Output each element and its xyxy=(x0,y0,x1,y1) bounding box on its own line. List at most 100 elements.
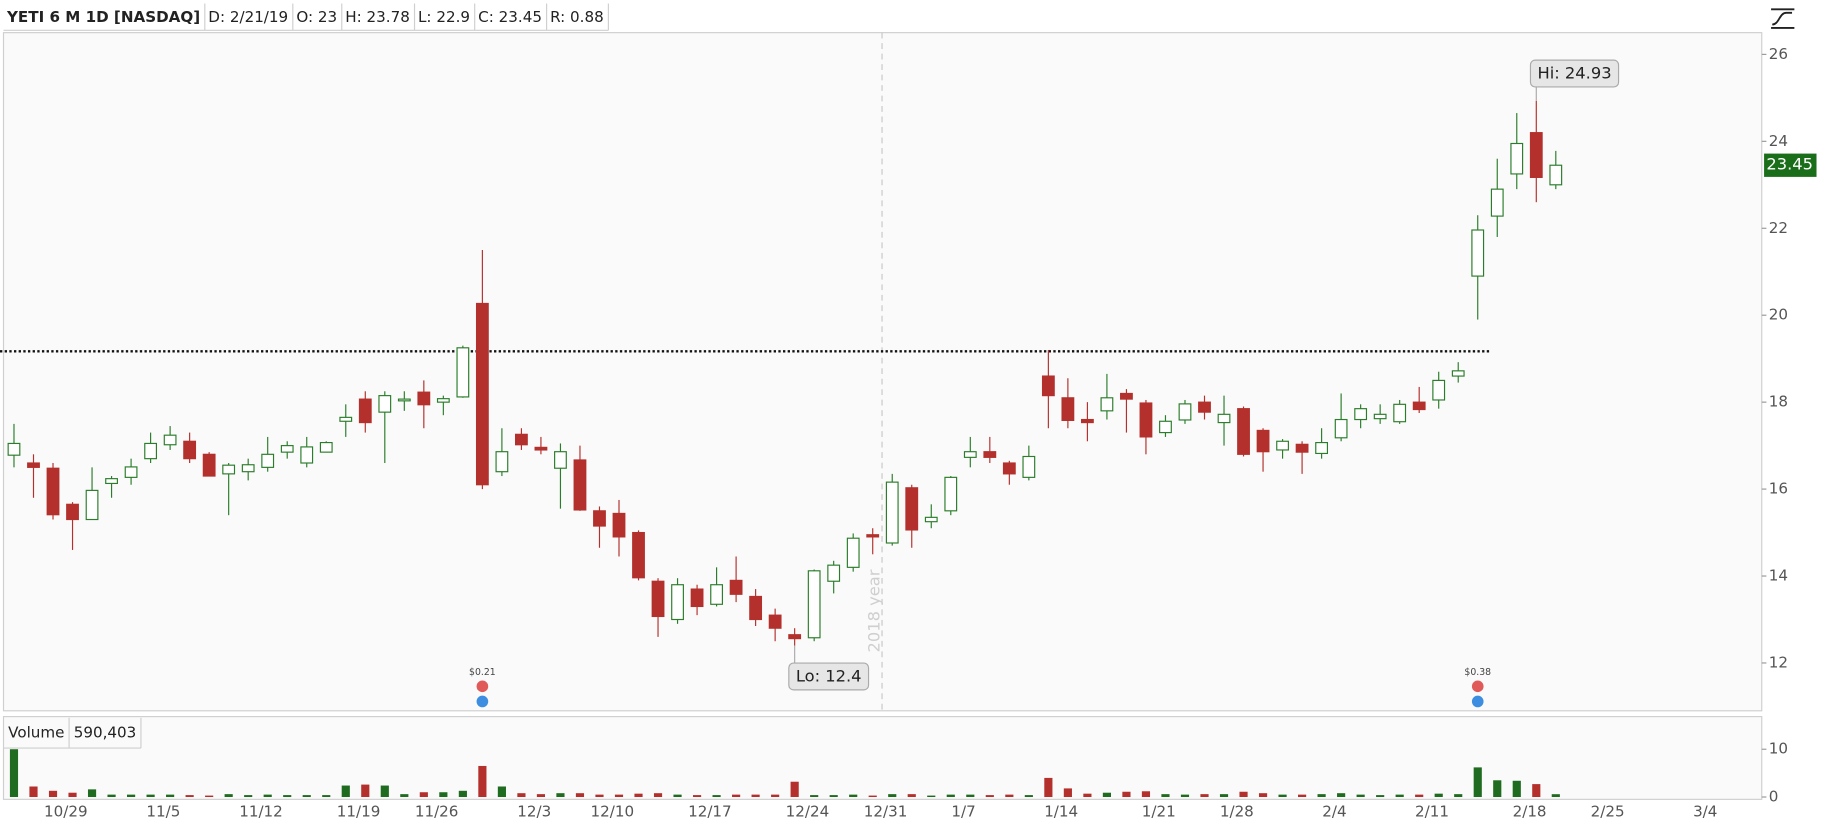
volume-bar xyxy=(1356,794,1365,798)
volume-bar xyxy=(1415,794,1424,798)
volume-bar xyxy=(575,793,585,798)
volume-bar xyxy=(1473,767,1482,798)
candle-body xyxy=(1080,418,1094,424)
volume-bar xyxy=(692,795,702,798)
candle-body xyxy=(632,531,645,579)
volume-bar xyxy=(1551,794,1560,798)
y-tick-label: 12 xyxy=(1769,653,1788,671)
x-tick-label: 11/26 xyxy=(415,803,459,821)
header-field: O: 23 xyxy=(296,8,337,26)
candle-body xyxy=(105,478,118,485)
candle-body xyxy=(85,489,99,521)
candle-body xyxy=(46,467,60,516)
volume-bar xyxy=(419,792,428,798)
y-tick-label: 18 xyxy=(1769,393,1788,411)
volume-bar xyxy=(751,794,760,798)
volume-bar xyxy=(302,795,311,798)
candle-body xyxy=(1510,142,1524,175)
candle-body xyxy=(768,614,782,629)
event-label: $0.21 xyxy=(469,667,496,678)
y-tick-label: 16 xyxy=(1769,480,1788,498)
candle-body xyxy=(905,487,919,531)
volume-bar xyxy=(107,794,116,798)
header-field: D: 2/21/19 xyxy=(208,8,288,26)
x-tick-label: 12/10 xyxy=(591,803,635,821)
volume-bar xyxy=(1024,795,1033,798)
candle-body xyxy=(1295,443,1309,453)
volume-bar xyxy=(263,794,272,798)
x-tick-label: 11/19 xyxy=(337,803,381,821)
volume-title: Volume xyxy=(8,723,64,741)
candle-body xyxy=(300,446,314,464)
candle-body xyxy=(944,476,958,512)
volume-bar xyxy=(146,794,155,798)
volume-panel xyxy=(2,716,1763,800)
candle-body xyxy=(1529,132,1543,178)
candle-body xyxy=(475,302,489,486)
volume-bar xyxy=(1454,794,1463,798)
candle-body xyxy=(924,516,938,523)
volume-bar xyxy=(1063,788,1072,798)
candle-body xyxy=(807,570,821,639)
y-tick-label: 24 xyxy=(1769,132,1788,150)
year-label: 2018 year xyxy=(865,569,884,652)
x-tick-label: 12/31 xyxy=(864,803,908,821)
volume-bar xyxy=(341,785,350,798)
volume-bar xyxy=(790,781,799,798)
candle-body xyxy=(885,481,899,544)
x-tick-label: 12/24 xyxy=(786,803,830,821)
indicator-icon[interactable] xyxy=(1767,3,1798,32)
volume-bar xyxy=(1395,794,1404,798)
candle-body xyxy=(963,451,977,458)
candle-body xyxy=(1061,397,1075,421)
candle-body xyxy=(339,416,353,422)
volume-bar xyxy=(1239,791,1248,798)
icon-bg[interactable] xyxy=(1767,3,1798,32)
volume-readout: 590,403 xyxy=(74,723,137,741)
candle-body xyxy=(358,398,372,424)
volume-bar xyxy=(927,795,936,798)
volume-bar xyxy=(653,793,663,798)
header-field: H: 23.78 xyxy=(345,8,410,26)
volume-bar xyxy=(29,786,38,798)
candle-body xyxy=(1334,418,1348,439)
volume-bar xyxy=(712,795,721,798)
candle-body xyxy=(1041,375,1055,397)
last-price: 23.45 xyxy=(1766,155,1813,174)
candle-body xyxy=(261,453,275,468)
volume-bar xyxy=(966,794,975,798)
candle-body xyxy=(27,462,40,468)
volume-bar xyxy=(400,794,409,798)
candle-body xyxy=(417,391,431,406)
candle-body xyxy=(1471,229,1485,277)
volume-bar xyxy=(1434,793,1443,798)
candle-body xyxy=(651,580,665,618)
info-icon xyxy=(1471,695,1484,708)
candle-body xyxy=(1451,370,1465,377)
candle-body xyxy=(983,451,997,458)
volume-bar xyxy=(614,794,624,798)
volume-bar xyxy=(1512,780,1521,798)
candle-body xyxy=(1002,462,1016,475)
candle-body xyxy=(222,464,236,475)
candle-body xyxy=(534,446,548,451)
x-tick-label: 12/17 xyxy=(688,803,732,821)
x-tick-label: 1/14 xyxy=(1044,803,1078,821)
volume-bar xyxy=(634,793,643,798)
volume-bar xyxy=(868,795,877,798)
x-tick-label: 2/18 xyxy=(1513,803,1547,821)
icon-path[interactable] xyxy=(1771,8,1795,29)
volume-bar xyxy=(1376,795,1385,798)
volume-bar xyxy=(1493,780,1502,798)
info-icon xyxy=(476,695,489,708)
candle-body xyxy=(749,595,763,621)
candle-body xyxy=(1373,413,1387,420)
candle-body xyxy=(163,434,177,446)
volume-bar xyxy=(185,795,194,798)
volume-bar xyxy=(361,784,370,798)
y-tick-label: 20 xyxy=(1769,306,1788,324)
candle-body xyxy=(202,453,216,477)
volume-bar xyxy=(1317,794,1326,798)
volume-bar xyxy=(478,765,487,798)
volume-bar xyxy=(1200,794,1209,798)
